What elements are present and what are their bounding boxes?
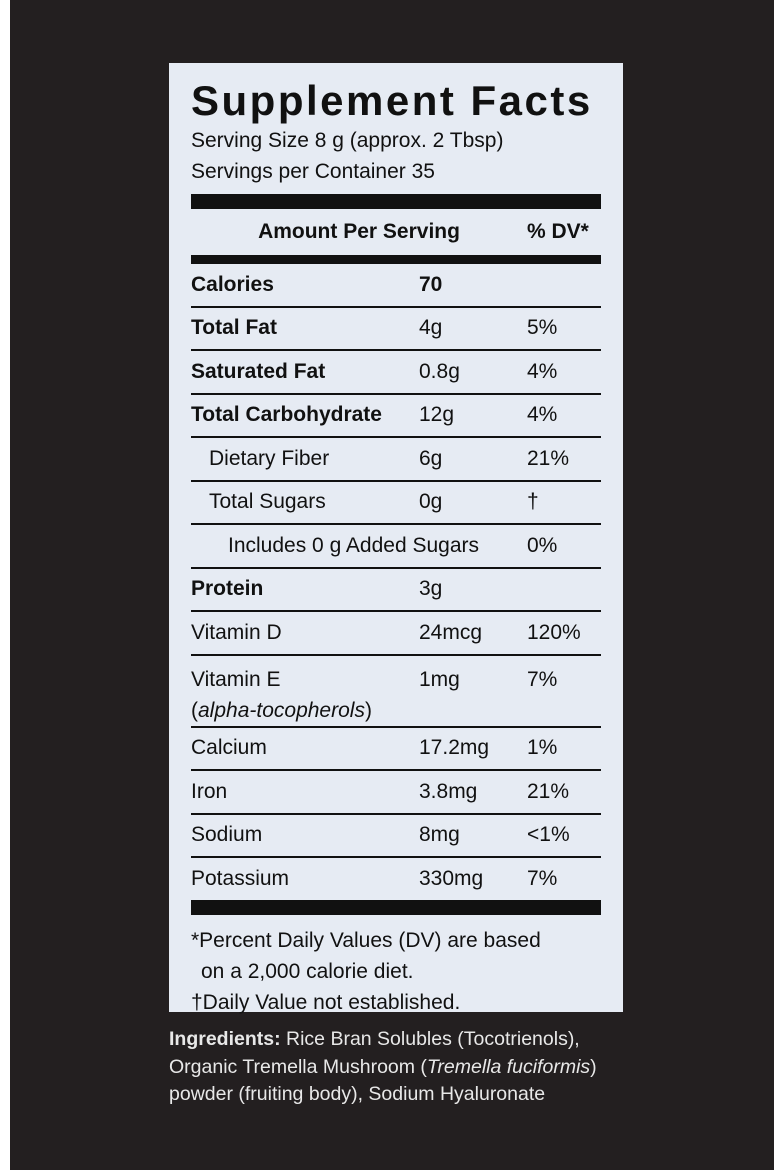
nutrient-name: Vitamin E bbox=[191, 667, 281, 691]
supplement-facts-panel: Supplement Facts Serving Size 8 g (appro… bbox=[169, 63, 623, 1014]
nutrient-name: Includes 0 g Added Sugars bbox=[228, 533, 480, 557]
table-row: Includes 0 g Added Sugars 0% bbox=[191, 525, 601, 569]
nutrient-amount: 6g bbox=[419, 446, 443, 470]
header-dv: % DV* bbox=[527, 220, 589, 243]
nutrient-amount: 3g bbox=[419, 577, 443, 601]
nutrient-dv: 5% bbox=[527, 316, 558, 340]
table-row: Iron 3.8mg 21% bbox=[191, 771, 601, 815]
nutrient-dv: 120% bbox=[527, 620, 581, 644]
nutrient-amount: 330mg bbox=[419, 866, 484, 890]
table-row: Protein 3g bbox=[191, 569, 601, 612]
paren-close: ) bbox=[364, 698, 372, 722]
table-row: Calcium 17.2mg 1% bbox=[191, 728, 601, 771]
ingredients-block: Ingredients: Rice Bran Solubles (Tocotri… bbox=[169, 1026, 639, 1109]
divider-top bbox=[191, 194, 601, 209]
table-row: Total Carbohydrate 12g 4% bbox=[191, 395, 601, 438]
nutrient-name: Sodium bbox=[191, 823, 263, 847]
footnote-not-established: †Daily Value not established. bbox=[191, 990, 461, 1014]
table-row: Calories 70 bbox=[191, 264, 601, 308]
ingredients-text: Rice Bran Solubles (Tocotrienols), bbox=[286, 1028, 580, 1050]
nutrient-name: Vitamin D bbox=[191, 620, 282, 644]
nutrient-dv: 4% bbox=[527, 359, 558, 383]
nutrient-amount: 0.8g bbox=[419, 359, 460, 383]
nutrient-name: Dietary Fiber bbox=[209, 446, 330, 470]
nutrient-amount: 12g bbox=[419, 403, 455, 427]
ingredients-label: Ingredients: bbox=[169, 1028, 281, 1050]
nutrient-amount: 8mg bbox=[419, 823, 460, 847]
ingredients-line-3: powder (fruiting body), Sodium Hyalurona… bbox=[169, 1083, 546, 1105]
nutrient-name: Protein bbox=[191, 577, 264, 601]
nutrient-amount: 0g bbox=[419, 490, 443, 514]
nutrient-dv: † bbox=[527, 490, 539, 514]
nutrient-amount: 24mcg bbox=[419, 620, 483, 644]
table-row: Potassium 330mg 7% bbox=[191, 858, 601, 900]
nutrient-dv: 21% bbox=[527, 779, 570, 803]
table-row: Total Sugars 0g † bbox=[191, 482, 601, 525]
nutrient-amount: 4g bbox=[419, 316, 443, 340]
nutrient-name: Calories bbox=[191, 272, 274, 296]
nutrient-amount: 1mg bbox=[419, 667, 460, 691]
table-row: Total Fat 4g 5% bbox=[191, 308, 601, 351]
table-row: Dietary Fiber 6g 21% bbox=[191, 438, 601, 482]
nutrient-dv: 4% bbox=[527, 403, 558, 427]
nutrient-dv: 1% bbox=[527, 736, 558, 760]
nutrient-name: Saturated Fat bbox=[191, 359, 326, 383]
ingredients-text: ) bbox=[590, 1055, 597, 1078]
ingredients-line-2: Organic Tremella Mushroom (Tremella fuci… bbox=[169, 1054, 639, 1082]
nutrient-dv: 21% bbox=[527, 446, 570, 470]
table-row: Vitamin D 24mcg 120% bbox=[191, 612, 601, 656]
table-row: Sodium 8mg <1% bbox=[191, 815, 601, 858]
footnote-diet: on a 2,000 calorie diet. bbox=[201, 959, 414, 983]
divider-header bbox=[191, 255, 601, 264]
nutrient-name: Total Fat bbox=[191, 316, 277, 340]
nutrient-amount: 17.2mg bbox=[419, 736, 490, 760]
nutrient-dv: <1% bbox=[527, 823, 570, 847]
nutrient-name: Potassium bbox=[191, 866, 290, 890]
divider-bottom bbox=[191, 899, 601, 915]
table-row: Saturated Fat 0.8g 4% bbox=[191, 351, 601, 395]
header-amount: Amount Per Serving bbox=[258, 220, 460, 243]
panel-title: Supplement Facts bbox=[191, 77, 593, 124]
nutrient-name: Total Sugars bbox=[209, 490, 326, 514]
nutrient-subname: alpha-tocopherols bbox=[198, 698, 365, 722]
ingredients-text: Organic Tremella Mushroom ( bbox=[169, 1055, 427, 1078]
ingredients-line-1: Ingredients: Rice Bran Solubles (Tocotri… bbox=[169, 1026, 639, 1054]
paren-open: ( bbox=[191, 698, 198, 722]
nutrient-dv: 7% bbox=[527, 667, 558, 691]
nutrient-name: Calcium bbox=[191, 736, 267, 760]
nutrient-amount: 3.8mg bbox=[419, 779, 478, 803]
servings-per-container: Servings per Container 35 bbox=[191, 160, 435, 183]
table-row: Vitamin E (alpha-tocopherols) 1mg 7% bbox=[191, 656, 601, 728]
serving-size: Serving Size 8 g (approx. 2 Tbsp) bbox=[191, 129, 504, 152]
footnote-dv: *Percent Daily Values (DV) are based bbox=[191, 928, 541, 952]
table-header: Amount Per Serving % DV* bbox=[191, 209, 601, 255]
nutrient-name-block: Vitamin E (alpha-tocopherols) bbox=[191, 664, 419, 726]
ingredients-italic: Tremella fuciformis bbox=[426, 1055, 591, 1078]
nutrient-dv: 0% bbox=[527, 533, 558, 557]
nutrient-name: Iron bbox=[191, 779, 228, 803]
nutrient-name: Total Carbohydrate bbox=[191, 403, 382, 427]
nutrient-dv: 7% bbox=[527, 866, 558, 890]
nutrient-amount: 70 bbox=[419, 272, 443, 296]
